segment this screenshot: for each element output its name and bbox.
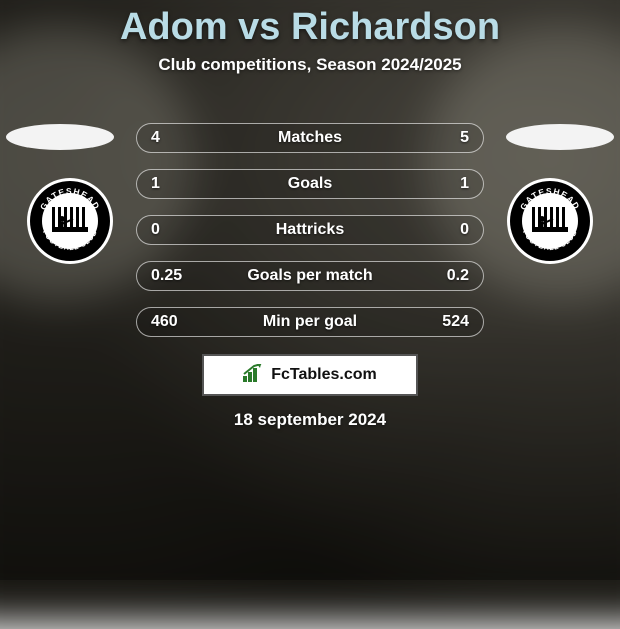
stat-row-hattricks: 0 Hattricks 0	[136, 215, 484, 245]
page-subtitle: Club competitions, Season 2024/2025	[0, 55, 620, 75]
stat-label: Hattricks	[276, 221, 344, 239]
stat-row-matches: 4 Matches 5	[136, 123, 484, 153]
stat-left-value: 460	[151, 313, 178, 331]
stat-label: Goals	[288, 175, 332, 193]
stat-right-value: 0	[460, 221, 469, 239]
fctables-attribution[interactable]: FcTables.com	[202, 354, 418, 396]
page-title: Adom vs Richardson	[0, 0, 620, 49]
stat-right-value: 1	[460, 175, 469, 193]
stat-label: Matches	[278, 129, 342, 147]
stat-row-min-per-goal: 460 Min per goal 524	[136, 307, 484, 337]
stat-right-value: 0.2	[447, 267, 469, 285]
stat-left-value: 0.25	[151, 267, 182, 285]
chart-icon	[243, 364, 265, 387]
stat-left-value: 0	[151, 221, 160, 239]
date-text: 18 september 2024	[0, 410, 620, 430]
stat-row-goals-per-match: 0.25 Goals per match 0.2	[136, 261, 484, 291]
fctables-text: FcTables.com	[271, 366, 377, 384]
stat-row-goals: 1 Goals 1	[136, 169, 484, 199]
stat-label: Goals per match	[247, 267, 372, 285]
stat-left-value: 1	[151, 175, 160, 193]
content-root: Adom vs Richardson Club competitions, Se…	[0, 0, 620, 580]
stat-right-value: 5	[460, 129, 469, 147]
stat-left-value: 4	[151, 129, 160, 147]
stat-right-value: 524	[442, 313, 469, 331]
stat-label: Min per goal	[263, 313, 357, 331]
